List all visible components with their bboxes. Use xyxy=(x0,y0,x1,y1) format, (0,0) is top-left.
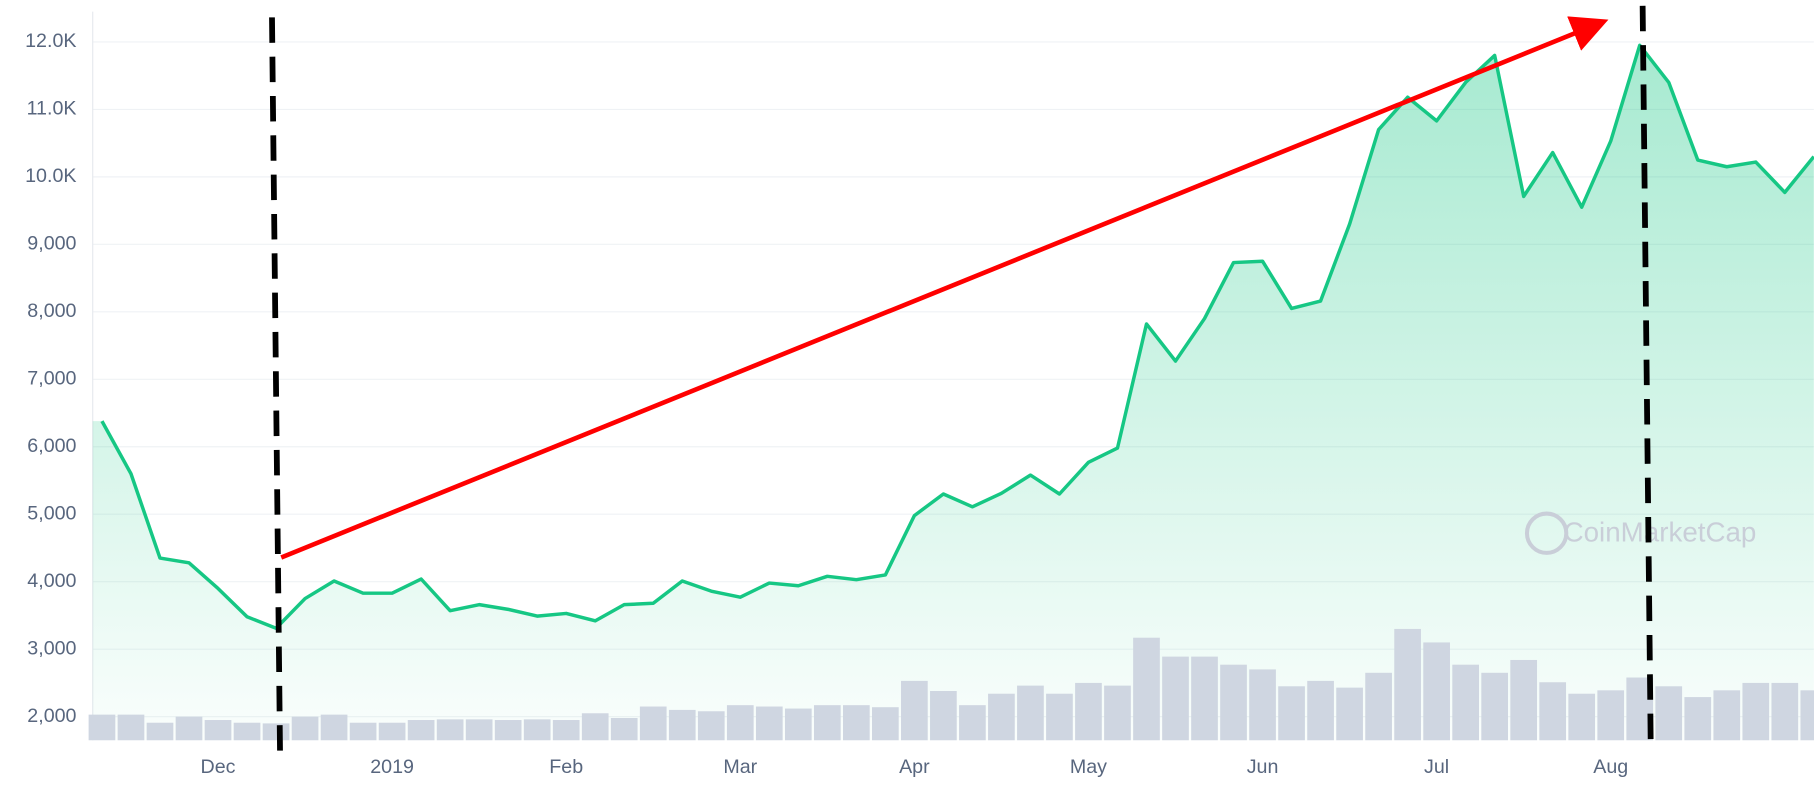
y-tick-label: 4,000 xyxy=(27,570,76,592)
y-tick-label: 9,000 xyxy=(27,233,76,255)
volume-bar xyxy=(610,717,638,741)
volume-bar xyxy=(639,706,667,741)
volume-bar xyxy=(1800,690,1814,741)
volume-bar xyxy=(1046,693,1073,741)
y-tick-label: 11.0K xyxy=(27,98,77,120)
volume-bar xyxy=(1481,672,1509,741)
volume-bar xyxy=(1104,685,1131,741)
volume-bar xyxy=(901,680,928,741)
y-tick-label: 7,000 xyxy=(27,367,76,389)
volume-bar xyxy=(1568,693,1596,741)
volume-bar xyxy=(959,705,986,741)
volume-bar xyxy=(1191,656,1218,741)
x-tick-label: 2019 xyxy=(370,756,414,778)
volume-bar xyxy=(407,720,435,741)
y-tick-label: 10.0K xyxy=(25,165,76,187)
y-tick-label: 5,000 xyxy=(27,502,76,524)
x-tick-label: May xyxy=(1070,756,1107,778)
volume-bar xyxy=(1075,682,1102,741)
volume-bar xyxy=(1423,642,1450,741)
volume-bar xyxy=(1278,686,1305,741)
x-tick-label: Apr xyxy=(899,756,930,778)
volume-bar xyxy=(1597,690,1625,741)
volume-bar xyxy=(755,706,783,741)
y-tick-label: 6,000 xyxy=(27,435,76,457)
volume-bar xyxy=(1539,682,1567,741)
volume-bar xyxy=(88,714,116,741)
volume-bar xyxy=(930,691,957,741)
volume-bar xyxy=(378,722,406,741)
volume-bar xyxy=(465,719,493,741)
plot xyxy=(88,43,1814,741)
volume-bar xyxy=(668,709,696,741)
volume-bar xyxy=(523,719,551,741)
volume-bar xyxy=(1394,628,1421,741)
x-tick-label: Jul xyxy=(1424,756,1449,778)
volume-bar xyxy=(117,714,145,741)
volume-bar xyxy=(291,716,319,741)
x-tick-label: Feb xyxy=(549,756,583,778)
volume-bar xyxy=(1655,686,1683,741)
volume-bar xyxy=(552,720,580,741)
volume-bar xyxy=(1220,664,1247,741)
volume-bar xyxy=(1133,637,1160,741)
volume-bar xyxy=(1162,656,1189,741)
watermark: CoinMarketCap xyxy=(1564,517,1757,548)
volume-bar xyxy=(262,723,290,741)
volume-bar xyxy=(726,705,754,741)
x-tick-label: Dec xyxy=(201,756,236,778)
volume-bar xyxy=(320,714,348,741)
volume-bar xyxy=(436,719,464,741)
price-area xyxy=(92,45,1814,741)
y-tick-label: 3,000 xyxy=(27,637,76,659)
x-tick-label: Jun xyxy=(1247,756,1279,778)
volume-bar xyxy=(349,722,377,741)
volume-bar xyxy=(1017,685,1044,741)
volume-bar xyxy=(842,705,870,741)
volume-bar xyxy=(175,716,203,741)
annotation-line xyxy=(269,17,283,758)
volume-bar xyxy=(988,693,1015,741)
volume-bar xyxy=(1452,664,1479,741)
y-tick-label: 2,000 xyxy=(27,705,76,727)
grid: 2,000 3,000 4,000 5,000 6,000 7,000 8,000 9,000… xyxy=(25,11,1814,778)
annotation-line xyxy=(1639,5,1654,747)
y-tick-label: 8,000 xyxy=(27,300,76,322)
x-tick-label: Mar xyxy=(723,756,757,778)
volume-bar xyxy=(581,713,609,741)
volume-bar xyxy=(1713,690,1741,741)
volume-bar xyxy=(1336,687,1363,741)
volume-bar xyxy=(1742,682,1770,741)
volume-bar xyxy=(813,705,841,741)
volume-bar xyxy=(872,707,899,741)
annotation-arrow xyxy=(280,16,1609,560)
volume-bar xyxy=(1249,669,1276,741)
volume-bar xyxy=(494,720,522,741)
volume-bar xyxy=(697,711,725,741)
volume-bar xyxy=(1307,680,1334,741)
price-line xyxy=(100,43,1814,630)
x-tick-label: Aug xyxy=(1593,756,1628,778)
volume-bar xyxy=(1684,697,1712,741)
y-tick-label: 12.0K xyxy=(25,30,76,52)
volume-bar xyxy=(784,708,812,741)
volume-bar xyxy=(233,722,261,741)
volume-bar xyxy=(1510,659,1538,741)
volume-bar xyxy=(204,720,232,741)
volume-bar xyxy=(1771,682,1799,741)
volume-bar xyxy=(146,722,174,741)
volume-bar xyxy=(1365,672,1392,741)
watermark-logo xyxy=(1524,511,1569,555)
